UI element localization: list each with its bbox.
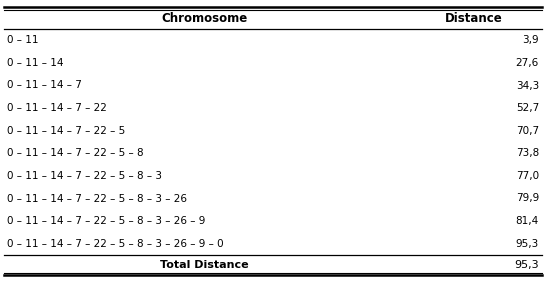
Text: 52,7: 52,7	[516, 103, 539, 113]
Text: 0 – 11: 0 – 11	[7, 35, 39, 45]
Text: Distance: Distance	[444, 12, 502, 25]
Text: 3,9: 3,9	[523, 35, 539, 45]
Text: 95,3: 95,3	[516, 239, 539, 249]
Text: 77,0: 77,0	[516, 171, 539, 181]
Text: 0 – 11 – 14 – 7 – 22 – 5 – 8 – 3: 0 – 11 – 14 – 7 – 22 – 5 – 8 – 3	[7, 171, 162, 181]
Text: Total Distance: Total Distance	[160, 260, 249, 270]
Text: 0 – 11 – 14 – 7 – 22 – 5 – 8 – 3 – 26 – 9 – 0: 0 – 11 – 14 – 7 – 22 – 5 – 8 – 3 – 26 – …	[7, 239, 224, 249]
Text: 95,3: 95,3	[514, 260, 539, 270]
Text: 0 – 11 – 14 – 7: 0 – 11 – 14 – 7	[7, 80, 82, 91]
Text: 0 – 11 – 14 – 7 – 22 – 5 – 8: 0 – 11 – 14 – 7 – 22 – 5 – 8	[7, 148, 144, 158]
Text: 0 – 11 – 14 – 7 – 22 – 5: 0 – 11 – 14 – 7 – 22 – 5	[7, 126, 125, 136]
Text: 0 – 11 – 14 – 7 – 22 – 5 – 8 – 3 – 26 – 9: 0 – 11 – 14 – 7 – 22 – 5 – 8 – 3 – 26 – …	[7, 216, 205, 226]
Text: 0 – 11 – 14: 0 – 11 – 14	[7, 58, 63, 68]
Text: 70,7: 70,7	[516, 126, 539, 136]
Text: 34,3: 34,3	[516, 80, 539, 91]
Text: Chromosome: Chromosome	[161, 12, 247, 25]
Text: 79,9: 79,9	[516, 193, 539, 204]
Text: 0 – 11 – 14 – 7 – 22 – 5 – 8 – 3 – 26: 0 – 11 – 14 – 7 – 22 – 5 – 8 – 3 – 26	[7, 193, 187, 204]
Text: 73,8: 73,8	[516, 148, 539, 158]
Text: 27,6: 27,6	[516, 58, 539, 68]
Text: 0 – 11 – 14 – 7 – 22: 0 – 11 – 14 – 7 – 22	[7, 103, 107, 113]
Text: 81,4: 81,4	[516, 216, 539, 226]
